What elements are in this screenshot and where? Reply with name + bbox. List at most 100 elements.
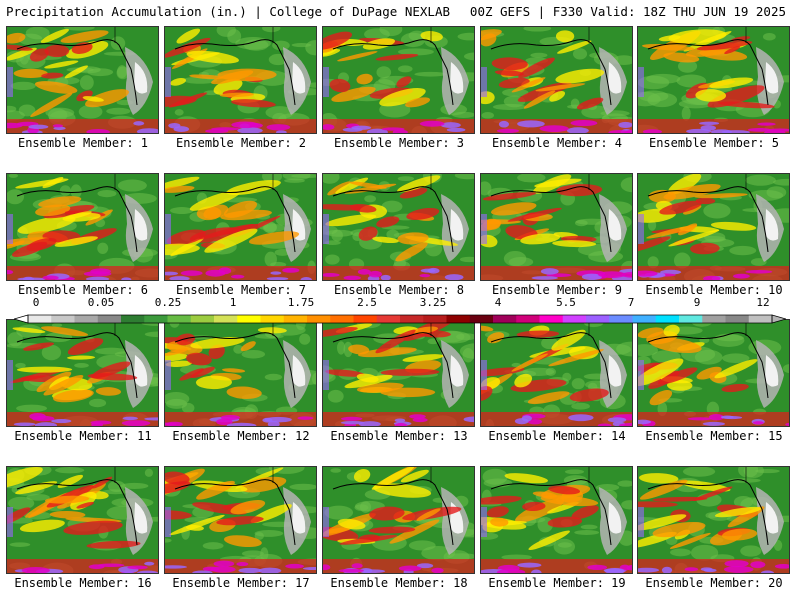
colorbar-tick-label: 9 bbox=[693, 296, 701, 309]
precip-field bbox=[638, 320, 789, 426]
coastline bbox=[332, 39, 454, 106]
coastline bbox=[332, 332, 454, 399]
colorbar-tick-label: 12 bbox=[756, 296, 770, 309]
member-map-17 bbox=[164, 466, 317, 574]
valid-time-label: 00Z GEFS | F330 Valid: 18Z THU JUN 19 20… bbox=[469, 4, 786, 19]
member-caption: Ensemble Member: 16 bbox=[14, 576, 152, 590]
colorbar-swatch bbox=[237, 315, 261, 323]
colorbar-tick-label: 0.25 bbox=[154, 296, 182, 309]
precip-field bbox=[638, 174, 789, 280]
member-caption: Ensemble Member: 18 bbox=[330, 576, 468, 590]
coastline bbox=[490, 186, 612, 253]
member-caption: Ensemble Member: 20 bbox=[645, 576, 783, 590]
member-map-9 bbox=[480, 173, 633, 281]
colorbar-swatch bbox=[469, 315, 494, 323]
member-map-20 bbox=[637, 466, 790, 574]
member-map-18 bbox=[322, 466, 475, 574]
member-map-1 bbox=[6, 26, 159, 134]
precip-field bbox=[165, 174, 316, 280]
member-caption: Ensemble Member: 19 bbox=[488, 576, 626, 590]
colorbar-swatch bbox=[190, 315, 215, 323]
colorbar-left-arrow bbox=[12, 314, 29, 324]
coastline bbox=[647, 39, 769, 106]
coastline bbox=[174, 479, 296, 546]
precip-field bbox=[165, 467, 316, 573]
colorbar-right-arrow bbox=[771, 314, 788, 324]
precip-colorbar bbox=[12, 309, 788, 324]
member-caption: Ensemble Member: 17 bbox=[172, 576, 310, 590]
coastline bbox=[490, 332, 612, 399]
member-map-14 bbox=[480, 319, 633, 427]
member-caption: Ensemble Member: 11 bbox=[14, 429, 152, 443]
colorbar-tick-label: 0 bbox=[32, 296, 40, 309]
member-caption: Ensemble Member: 9 bbox=[491, 283, 623, 297]
colorbar-swatch bbox=[423, 315, 447, 323]
coastline bbox=[174, 186, 296, 253]
coastline bbox=[16, 479, 138, 546]
colorbar-swatch bbox=[97, 315, 122, 323]
precip-field bbox=[323, 27, 474, 133]
colorbar-swatch bbox=[353, 315, 378, 323]
colorbar-swatch bbox=[51, 315, 75, 323]
member-caption: Ensemble Member: 12 bbox=[172, 429, 310, 443]
member-caption: Ensemble Member: 14 bbox=[488, 429, 626, 443]
precip-field bbox=[481, 320, 632, 426]
member-caption: Ensemble Member: 10 bbox=[645, 283, 783, 297]
member-map-5 bbox=[637, 26, 790, 134]
coastline bbox=[647, 186, 769, 253]
coastline bbox=[647, 332, 769, 399]
member-map-8 bbox=[322, 173, 475, 281]
colorbar-tick-label: 1.75 bbox=[287, 296, 315, 309]
colorbar-swatch bbox=[283, 315, 308, 323]
member-caption: Ensemble Member: 6 bbox=[17, 283, 149, 297]
colorbar-swatch bbox=[516, 315, 540, 323]
member-caption: Ensemble Member: 4 bbox=[491, 136, 623, 150]
colorbar-tick-label: 5.5 bbox=[556, 296, 576, 309]
coastline bbox=[490, 479, 612, 546]
colorbar-tick-label: 4 bbox=[494, 296, 502, 309]
colorbar-swatch bbox=[214, 315, 238, 323]
member-map-19 bbox=[480, 466, 633, 574]
colorbar-swatch bbox=[539, 315, 564, 323]
coastline bbox=[174, 332, 296, 399]
precip-field bbox=[7, 467, 158, 573]
precip-field bbox=[481, 27, 632, 133]
colorbar-tick-label: 1 bbox=[229, 296, 237, 309]
member-caption: Ensemble Member: 7 bbox=[175, 283, 307, 297]
chart-title: Precipitation Accumulation (in.) | Colle… bbox=[6, 4, 451, 19]
precip-field bbox=[323, 174, 474, 280]
colorbar-swatch bbox=[679, 315, 703, 323]
precip-field bbox=[7, 320, 158, 426]
member-caption: Ensemble Member: 15 bbox=[645, 429, 783, 443]
coastline bbox=[647, 479, 769, 546]
colorbar-swatch bbox=[748, 315, 773, 323]
colorbar-swatch bbox=[702, 315, 726, 323]
colorbar-tick-label: 0.05 bbox=[87, 296, 115, 309]
member-caption: Ensemble Member: 8 bbox=[333, 283, 465, 297]
precip-field bbox=[638, 27, 789, 133]
colorbar-swatch bbox=[562, 315, 587, 323]
colorbar-swatches bbox=[12, 314, 788, 324]
colorbar-tick-label: 3.25 bbox=[419, 296, 447, 309]
precip-field bbox=[638, 467, 789, 573]
precip-field bbox=[7, 27, 158, 133]
member-map-7 bbox=[164, 173, 317, 281]
colorbar-swatch bbox=[167, 315, 192, 323]
colorbar-swatch bbox=[725, 315, 750, 323]
member-map-16 bbox=[6, 466, 159, 574]
colorbar-swatch bbox=[307, 315, 331, 323]
colorbar-swatch bbox=[493, 315, 517, 323]
colorbar-tick-label: 7 bbox=[627, 296, 635, 309]
colorbar-swatch bbox=[632, 315, 657, 323]
colorbar-swatch bbox=[28, 315, 52, 323]
member-caption: Ensemble Member: 5 bbox=[648, 136, 780, 150]
member-map-13 bbox=[322, 319, 475, 427]
member-map-11 bbox=[6, 319, 159, 427]
member-map-3 bbox=[322, 26, 475, 134]
member-map-12 bbox=[164, 319, 317, 427]
colorbar-swatch bbox=[260, 315, 285, 323]
member-map-4 bbox=[480, 26, 633, 134]
colorbar-swatch bbox=[655, 315, 680, 323]
colorbar-swatch bbox=[121, 315, 145, 323]
precip-field bbox=[165, 27, 316, 133]
